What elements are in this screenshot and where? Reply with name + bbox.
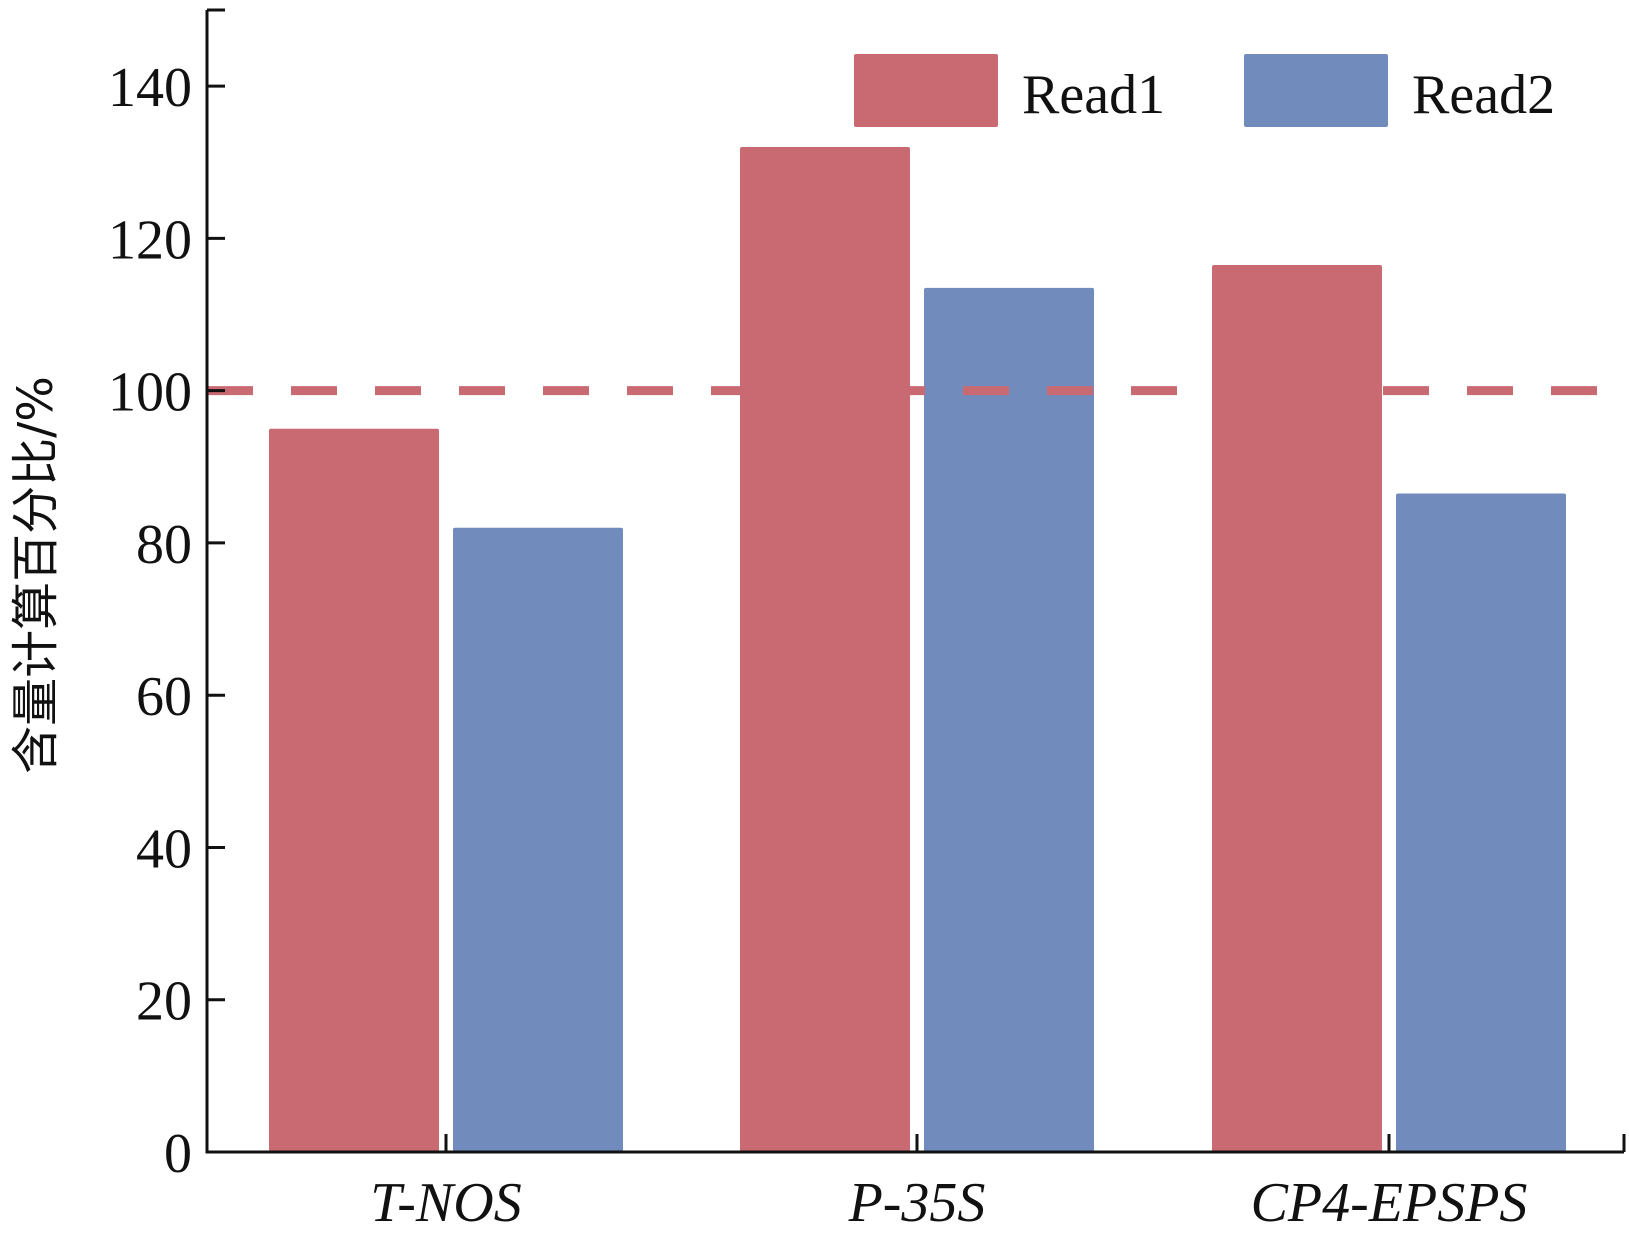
bar-read2-t-nos [453,527,623,1152]
y-tick-label-120: 120 [108,209,192,271]
legend-swatch-read2 [1244,54,1388,127]
x-tick-label-t-nos: T-NOS [370,1172,521,1234]
x-tick-label-p-35s: P-35S [848,1172,986,1234]
y-tick-label-60: 60 [136,666,192,728]
bar-read1-cp4-epsps [1212,265,1382,1153]
plot-area: 0 20 40 60 80 100 120 140 T-NOS P-35S CP4-EPSPS Rea… [108,8,1626,1234]
bar-read1-t-nos [269,428,439,1152]
bar-read2-cp4-epsps [1396,493,1566,1152]
bar-read2-p-35s [924,287,1094,1152]
y-tick-label-140: 140 [108,57,192,119]
x-tick-label-cp4-epsps: CP4-EPSPS [1251,1172,1528,1234]
y-tick-label-0: 0 [164,1123,192,1185]
y-tick-label-40: 40 [136,818,192,880]
legend-label-read1: Read1 [1022,64,1165,126]
y-tick-label-20: 20 [136,971,192,1033]
y-tick-label-100: 100 [108,362,192,424]
y-axis-label: 含量计算百分比/% [8,376,64,774]
y-tick-label-80: 80 [136,514,192,576]
legend-swatch-read1 [854,54,998,127]
bar-read1-p-35s [740,147,910,1153]
legend-label-read2: Read2 [1412,64,1555,126]
